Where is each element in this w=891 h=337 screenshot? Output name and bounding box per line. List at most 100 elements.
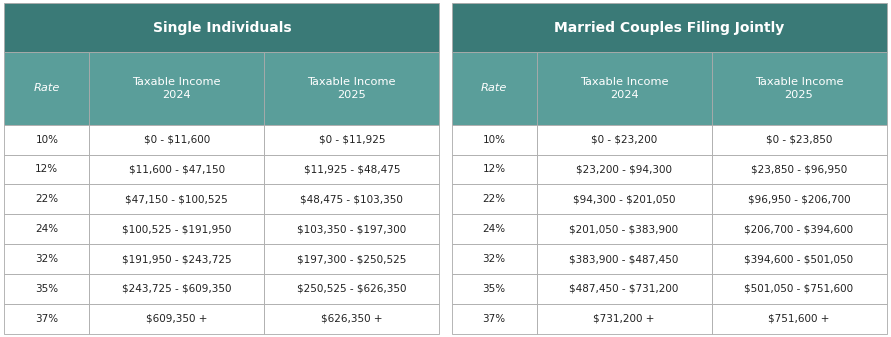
Bar [536, 244, 712, 274]
Text: \$609,350 +: \$609,350 + [146, 314, 208, 324]
Text: \$48,475 - \$103,350: \$48,475 - \$103,350 [300, 194, 404, 204]
Text: \$206,700 - \$394,600: \$206,700 - \$394,600 [745, 224, 854, 234]
Text: \$100,525 - \$191,950: \$100,525 - \$191,950 [122, 224, 232, 234]
Bar [452, 125, 536, 155]
Bar [452, 184, 536, 214]
Bar [712, 52, 887, 125]
Text: \$394,600 - \$501,050: \$394,600 - \$501,050 [745, 254, 854, 264]
Text: 32%: 32% [483, 254, 506, 264]
Bar [4, 274, 89, 304]
Text: 22%: 22% [36, 194, 59, 204]
Bar [452, 155, 536, 184]
Text: 22%: 22% [483, 194, 506, 204]
Bar [712, 304, 887, 334]
Text: \$487,450 - \$731,200: \$487,450 - \$731,200 [569, 284, 679, 294]
Bar [265, 184, 439, 214]
Text: 32%: 32% [36, 254, 59, 264]
Text: \$250,525 - \$626,350: \$250,525 - \$626,350 [297, 284, 406, 294]
Bar [536, 184, 712, 214]
Text: 35%: 35% [483, 284, 506, 294]
Text: Single Individuals: Single Individuals [152, 21, 291, 35]
Text: \$11,600 - \$47,150: \$11,600 - \$47,150 [128, 164, 225, 175]
Text: \$731,200 +: \$731,200 + [593, 314, 655, 324]
Bar [265, 52, 439, 125]
Bar [89, 155, 265, 184]
Bar [265, 274, 439, 304]
Text: Rate: Rate [34, 84, 60, 93]
Bar [452, 244, 536, 274]
Text: \$23,850 - \$96,950: \$23,850 - \$96,950 [751, 164, 847, 175]
Bar [536, 304, 712, 334]
Bar [4, 244, 89, 274]
Bar [452, 304, 536, 334]
Text: \$103,350 - \$197,300: \$103,350 - \$197,300 [297, 224, 406, 234]
Text: 12%: 12% [483, 164, 506, 175]
Text: Taxable Income
2025: Taxable Income 2025 [755, 77, 843, 100]
Bar [712, 244, 887, 274]
Text: 37%: 37% [483, 314, 506, 324]
Bar [536, 155, 712, 184]
Bar [536, 125, 712, 155]
Bar [89, 304, 265, 334]
Bar [452, 274, 536, 304]
Text: \$243,725 - \$609,350: \$243,725 - \$609,350 [122, 284, 232, 294]
Text: \$0 - \$23,200: \$0 - \$23,200 [591, 134, 658, 145]
Text: \$0 - \$11,600: \$0 - \$11,600 [143, 134, 210, 145]
Bar [265, 214, 439, 244]
Bar [4, 304, 89, 334]
Bar [712, 274, 887, 304]
Text: \$0 - \$11,925: \$0 - \$11,925 [318, 134, 385, 145]
Bar [265, 244, 439, 274]
Bar [712, 125, 887, 155]
Text: 10%: 10% [36, 134, 58, 145]
Bar [712, 214, 887, 244]
Text: Taxable Income
2025: Taxable Income 2025 [307, 77, 396, 100]
Bar [265, 155, 439, 184]
Text: Taxable Income
2024: Taxable Income 2024 [133, 77, 221, 100]
Bar [4, 52, 89, 125]
Text: \$383,900 - \$487,450: \$383,900 - \$487,450 [569, 254, 679, 264]
Text: 12%: 12% [36, 164, 59, 175]
Bar [452, 52, 536, 125]
Bar [265, 304, 439, 334]
Text: \$191,950 - \$243,725: \$191,950 - \$243,725 [122, 254, 232, 264]
Bar [89, 244, 265, 274]
Text: \$751,600 +: \$751,600 + [768, 314, 830, 324]
Bar [536, 214, 712, 244]
Bar [89, 125, 265, 155]
Text: \$626,350 +: \$626,350 + [321, 314, 382, 324]
Bar [4, 3, 439, 52]
Bar [4, 125, 89, 155]
Bar [265, 125, 439, 155]
Text: 35%: 35% [36, 284, 59, 294]
Bar [89, 274, 265, 304]
Text: 10%: 10% [483, 134, 505, 145]
Text: Married Couples Filing Jointly: Married Couples Filing Jointly [554, 21, 784, 35]
Text: \$11,925 - \$48,475: \$11,925 - \$48,475 [304, 164, 400, 175]
Text: \$197,300 - \$250,525: \$197,300 - \$250,525 [297, 254, 406, 264]
Text: \$201,050 - \$383,900: \$201,050 - \$383,900 [569, 224, 679, 234]
Bar [4, 214, 89, 244]
Text: 37%: 37% [36, 314, 59, 324]
Bar [4, 184, 89, 214]
Text: Rate: Rate [481, 84, 507, 93]
Bar [536, 52, 712, 125]
Bar [89, 184, 265, 214]
Bar [89, 214, 265, 244]
Bar [452, 3, 887, 52]
Text: \$47,150 - \$100,525: \$47,150 - \$100,525 [126, 194, 228, 204]
Bar [452, 214, 536, 244]
Text: Taxable Income
2024: Taxable Income 2024 [580, 77, 668, 100]
Text: \$0 - \$23,850: \$0 - \$23,850 [766, 134, 832, 145]
Text: \$94,300 - \$201,050: \$94,300 - \$201,050 [573, 194, 675, 204]
Text: \$23,200 - \$94,300: \$23,200 - \$94,300 [576, 164, 672, 175]
Bar [712, 184, 887, 214]
Text: 24%: 24% [483, 224, 506, 234]
Bar [536, 274, 712, 304]
Bar [4, 155, 89, 184]
Text: \$501,050 - \$751,600: \$501,050 - \$751,600 [745, 284, 854, 294]
Text: 24%: 24% [36, 224, 59, 234]
Bar [712, 155, 887, 184]
Text: \$96,950 - \$206,700: \$96,950 - \$206,700 [748, 194, 850, 204]
Bar [89, 52, 265, 125]
